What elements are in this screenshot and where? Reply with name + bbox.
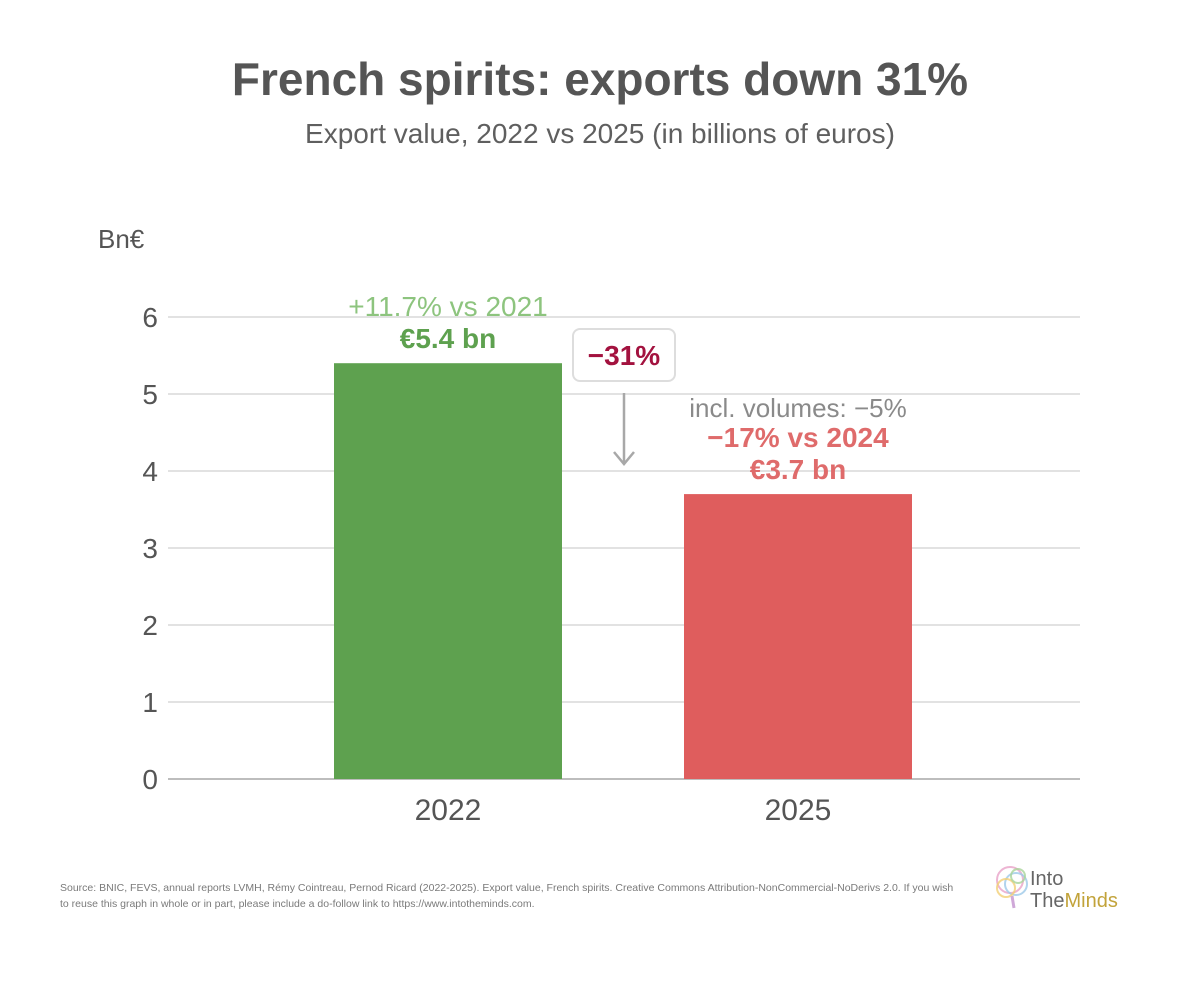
chart-title: French spirits: exports down 31% <box>231 53 969 105</box>
chart-subtitle: Export value, 2022 vs 2025 (in billions … <box>305 118 895 149</box>
bar-2025 <box>684 494 912 779</box>
source-note: Source: BNIC, FEVS, annual reports LVMH,… <box>60 882 954 910</box>
bar-2022 <box>334 363 562 779</box>
brain-icon <box>996 866 1028 909</box>
callout-label: −31% <box>588 340 660 371</box>
into-the-minds-logo: Into TheMinds <box>990 862 1140 918</box>
bar-label-value-2025: €3.7 bn <box>750 454 846 485</box>
logo-text-the: The <box>1030 890 1065 912</box>
bar-label-change-2022: +11.7% vs 2021 <box>348 291 548 322</box>
y-tick-label: 1 <box>142 687 158 718</box>
bar-chart: Bn€ 0 1 2 3 4 5 6 2022 2025 +11.7% vs 2021€5.4 bn i… <box>98 224 1080 827</box>
x-tick-label: 2022 <box>415 794 482 827</box>
y-tick-label: 5 <box>142 379 158 410</box>
bar-label-change-2025: −17% vs 2024 <box>707 422 889 453</box>
y-tick-label: 6 <box>142 302 158 333</box>
y-tick-label: 2 <box>142 610 158 641</box>
bar-label-note-2025: incl. volumes: −5% <box>689 393 906 423</box>
callout-box <box>572 328 676 382</box>
arrow-head-icon <box>613 451 635 466</box>
y-axis-label: Bn€ <box>98 224 145 254</box>
bar-label-value-2022: €5.4 bn <box>400 323 496 354</box>
y-tick-label: 4 <box>142 456 158 487</box>
y-tick-label: 3 <box>142 533 158 564</box>
x-tick-label: 2025 <box>765 794 832 827</box>
logo-text-minds: Minds <box>1064 890 1118 912</box>
logo-text-into: Into <box>1030 868 1064 890</box>
y-tick-label: 0 <box>142 764 158 795</box>
